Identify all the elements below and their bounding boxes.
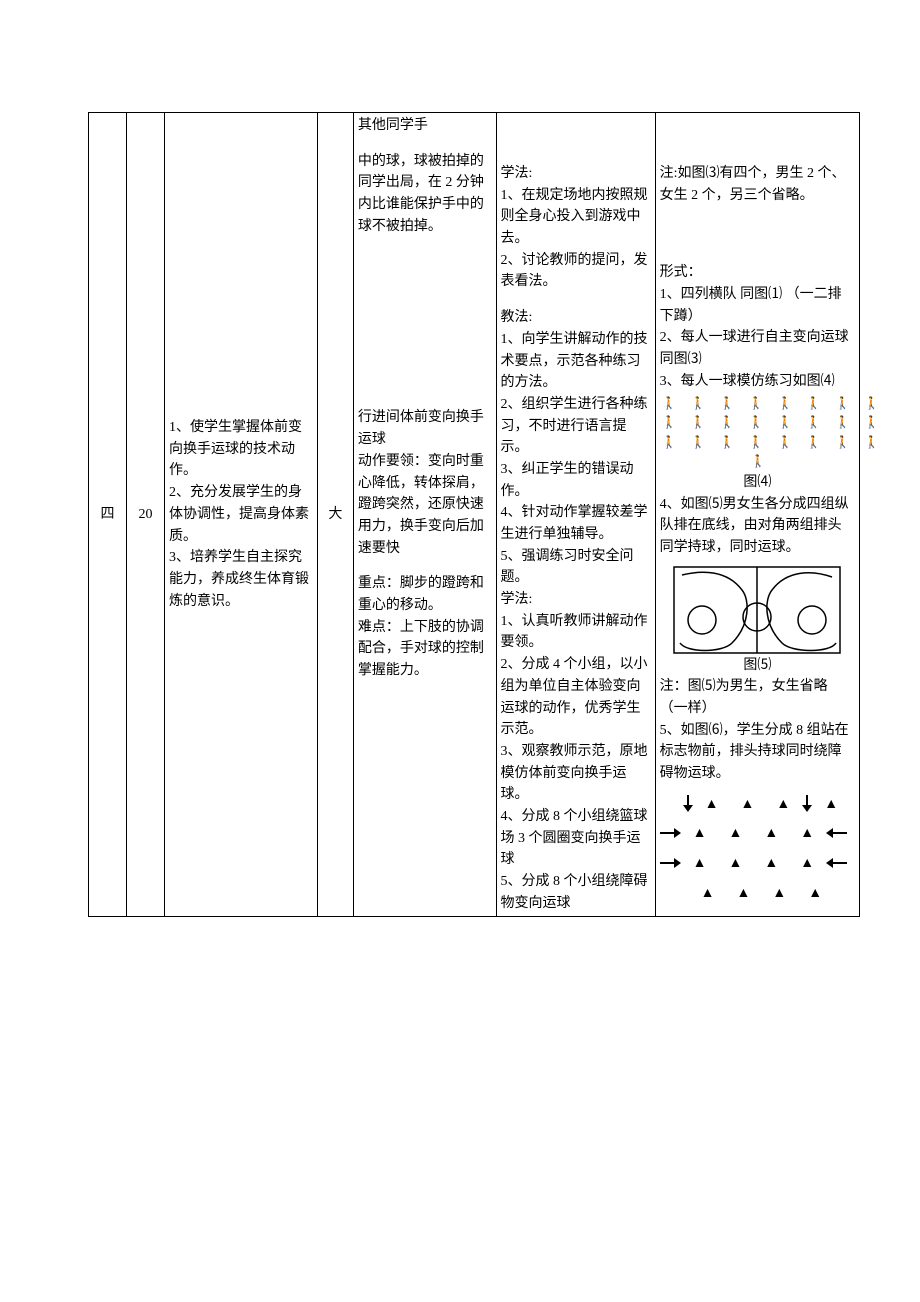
- lesson-table: 四 20 1、使学生掌握体前变向换手运球的技术动作。 2、充分发展学生的身体协调…: [88, 112, 860, 917]
- organization-cell: 注:如图⑶有四个，男生 2 个、女生 2 个，另三个省略。 形式： 1、四列横队…: [655, 113, 859, 917]
- form-item: 3、每人一球模仿练习如图⑷: [660, 371, 855, 393]
- figure-5: [672, 565, 842, 655]
- study-item: 1、认真听教师讲解动作要领。: [501, 611, 651, 654]
- objective-item: 3、培养学生自主探究能力，养成终生体育锻炼的意识。: [169, 547, 313, 612]
- study-title: 学法:: [501, 589, 651, 611]
- figure-4: 🚶🚶🚶🚶🚶🚶🚶🚶 🚶🚶🚶🚶🚶🚶🚶🚶 🚶🚶🚶🚶🚶🚶🚶🚶 🚶: [660, 394, 855, 471]
- table-row: 四 20 1、使学生掌握体前变向换手运球的技术动作。 2、充分发展学生的身体协调…: [89, 113, 860, 917]
- study-item: 2、分成 4 个小组，以小组为单位自主体验变向运球的动作，优秀学生示范。: [501, 654, 651, 741]
- study-title: 学法:: [501, 163, 651, 185]
- form-title: 形式：: [660, 262, 855, 284]
- form-item: 5、如图⑹，学生分成 8 组站在标志物前，排头持球同时绕障碍物运球。: [660, 720, 855, 785]
- content-text: 中的球，球被拍掉的同学出局，在 2 分钟内比谁能保护手中的球不被拍掉。: [358, 151, 492, 238]
- form-item: 4、如图⑸男女生各分成四组纵队排在底线，由对角两组排头同学持球，同时运球。: [660, 494, 855, 559]
- note-text: 注：图⑸为男生，女生省略（一样）: [660, 676, 855, 719]
- figure-label: 图⑸: [660, 655, 855, 677]
- difficulty: 难点：上下肢的协调配合，手对球的控制掌握能力。: [358, 617, 492, 682]
- keypoint: 重点：脚步的蹬跨和重心的移动。: [358, 573, 492, 616]
- content-subtitle: 行进间体前变向换手运球: [358, 407, 492, 450]
- section-number-cell: 四: [89, 113, 127, 917]
- study-item: 3、观察教师示范，原地模仿体前变向换手运球。: [501, 741, 651, 806]
- note-text: 注:如图⑶有四个，男生 2 个、女生 2 个，另三个省略。: [660, 163, 855, 206]
- study-item: 1、在规定场地内按照规则全身心投入到游戏中去。: [501, 185, 651, 250]
- content-text: 其他同学手: [358, 115, 492, 137]
- lesson-plan-page: 四 20 1、使学生掌握体前变向换手运球的技术动作。 2、充分发展学生的身体协调…: [0, 0, 920, 1302]
- teach-item: 2、组织学生进行各种练习，不时进行语言提示。: [501, 394, 651, 459]
- objective-item: 2、充分发展学生的身体协调性，提高身体素质。: [169, 482, 313, 547]
- objective-item: 1、使学生掌握体前变向换手运球的技术动作。: [169, 417, 313, 482]
- teach-item: 5、强调练习时安全问题。: [501, 546, 651, 589]
- content-cell: 其他同学手 中的球，球被拍掉的同学出局，在 2 分钟内比谁能保护手中的球不被拍掉…: [353, 113, 496, 917]
- teach-item: 4、针对动作掌握较差学生进行单独辅导。: [501, 502, 651, 545]
- teach-title: 教法:: [501, 307, 651, 329]
- methods-cell: 学法: 1、在规定场地内按照规则全身心投入到游戏中去。 2、讨论教师的提问，发表…: [496, 113, 655, 917]
- form-item: 2、每人一球进行自主变向运球 同图⑶: [660, 327, 855, 370]
- teach-item: 1、向学生讲解动作的技术要点，示范各种练习的方法。: [501, 329, 651, 394]
- figure-label: 图⑷: [660, 472, 855, 494]
- objectives-cell: 1、使学生掌握体前变向换手运球的技术动作。 2、充分发展学生的身体协调性，提高身…: [164, 113, 317, 917]
- study-item: 5、分成 8 个小组绕障碍物变向运球: [501, 871, 651, 914]
- study-item: 2、讨论教师的提问，发表看法。: [501, 250, 651, 293]
- teach-item: 3、纠正学生的错误动作。: [501, 459, 651, 502]
- intensity-cell: 大: [317, 113, 353, 917]
- figure-6: ▲▲▲▲ ▲▲▲▲ ▲▲▲▲ ▲▲▲▲: [660, 793, 855, 904]
- content-text: 动作要领：变向时重心降低，转体探肩，蹬跨突然，还原快速用力，换手变向后加速要快: [358, 451, 492, 559]
- study-item: 4、分成 8 个小组绕篮球场 3 个圆圈变向换手运球: [501, 806, 651, 871]
- form-item: 1、四列横队 同图⑴ （一二排下蹲）: [660, 284, 855, 327]
- time-cell: 20: [126, 113, 164, 917]
